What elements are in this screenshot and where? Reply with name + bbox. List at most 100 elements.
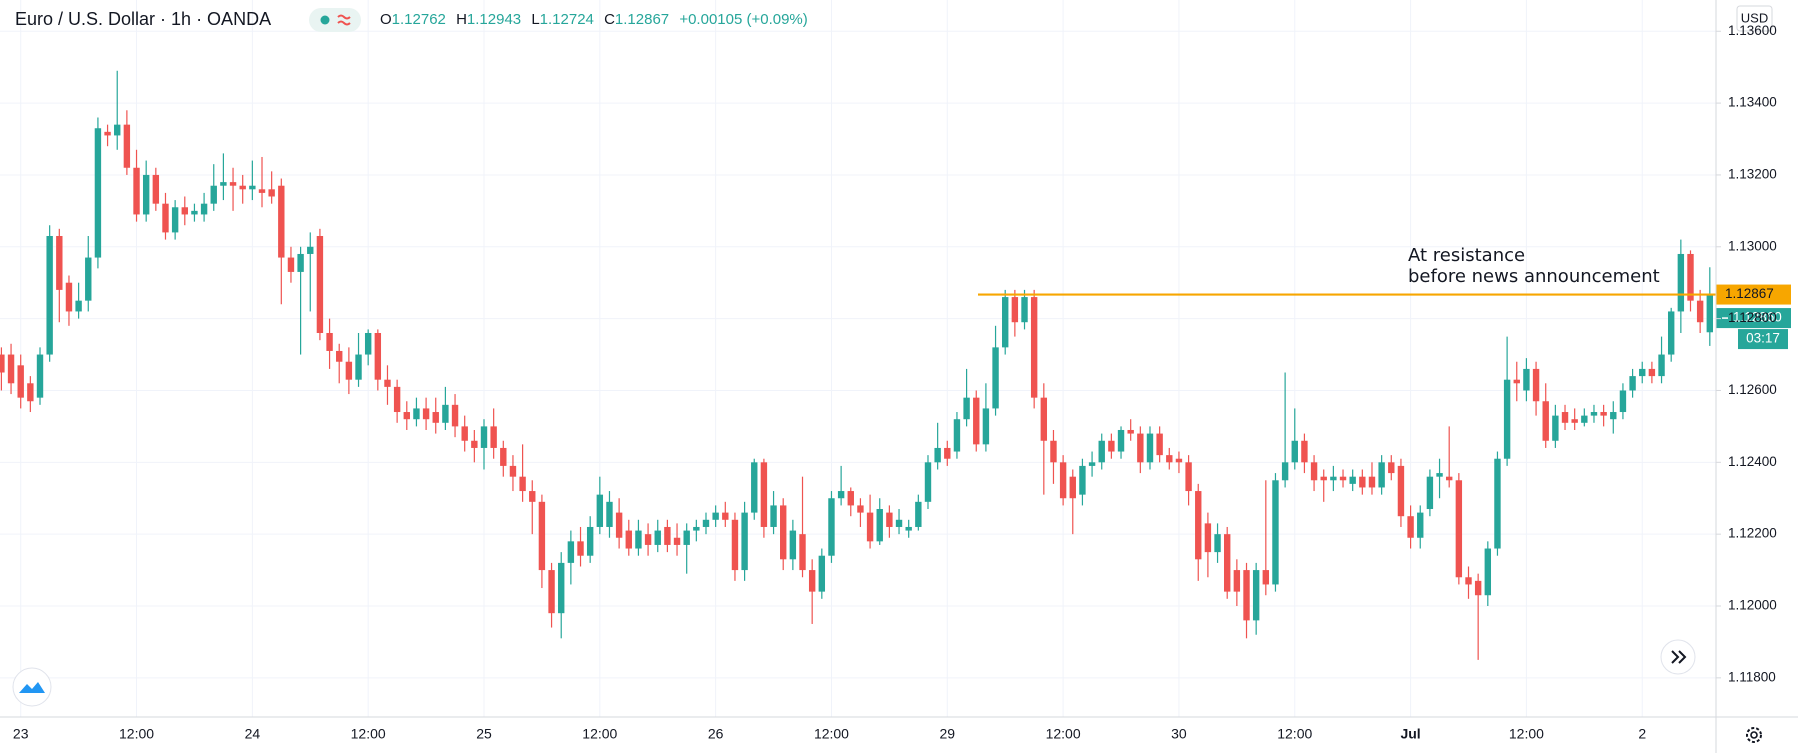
ohlc-value: 1.12943	[467, 11, 521, 28]
ohlc-label: H	[456, 11, 467, 28]
candle-body	[693, 526, 700, 531]
candle-body	[808, 570, 816, 592]
tradingview-logo[interactable]	[12, 667, 52, 707]
candle-body	[500, 447, 507, 466]
candle-body	[1214, 534, 1221, 553]
candle-body	[1494, 458, 1501, 549]
y-tick-label: 1.13000	[1728, 238, 1777, 253]
candle-body	[1079, 465, 1086, 495]
countdown-label: 03:17	[1746, 331, 1780, 346]
candle-body	[789, 530, 797, 560]
candle-body	[1204, 523, 1212, 553]
candle-body	[191, 210, 198, 215]
currency-label: USD	[1741, 10, 1768, 25]
candle-body	[1117, 429, 1125, 452]
gear-outer	[1746, 727, 1762, 743]
candle-body	[181, 207, 188, 215]
hline-price-tag	[1716, 284, 1791, 305]
candle-body	[1455, 480, 1463, 578]
candle-body	[1397, 465, 1405, 517]
candle-body	[1446, 476, 1453, 481]
last-price-tag	[1716, 308, 1791, 329]
y-tick-label: 1.12800	[1728, 310, 1777, 325]
candle-body	[422, 408, 430, 420]
candle-body	[461, 426, 468, 441]
candle-body	[654, 530, 661, 545]
candle-body	[741, 512, 748, 571]
x-tick-label: 23	[13, 726, 29, 742]
candle-body	[133, 167, 140, 215]
candle-body	[818, 555, 826, 592]
y-tick-label: 1.12000	[1728, 598, 1777, 613]
candle-body	[287, 257, 295, 272]
candle-body	[712, 512, 719, 520]
candle-body	[664, 526, 671, 545]
countdown-tag	[1738, 329, 1788, 350]
candle-body	[307, 246, 314, 254]
candle-body	[731, 519, 739, 571]
status-pill	[309, 8, 361, 32]
y-tick-label: 1.13200	[1728, 167, 1777, 182]
candle-body	[336, 350, 343, 362]
candle-body	[953, 419, 961, 452]
candle-body	[915, 501, 922, 527]
candle-body	[17, 365, 24, 398]
candle-body	[1648, 368, 1656, 377]
candle-body	[374, 332, 382, 380]
candle-body	[683, 530, 690, 545]
candle-body	[1069, 476, 1076, 499]
candle-body	[1088, 462, 1096, 466]
candle-body	[1619, 390, 1627, 413]
candle-body	[1378, 462, 1385, 488]
candle-body	[471, 440, 478, 448]
candle-body	[1272, 480, 1279, 585]
x-tick-label: 24	[245, 726, 261, 742]
candle-body	[567, 541, 575, 563]
candle-body	[1436, 473, 1443, 477]
gear-inner	[1750, 731, 1758, 739]
candle-body	[722, 512, 729, 520]
candle-body	[558, 562, 565, 614]
candle-body	[258, 189, 266, 193]
candle-body	[200, 203, 208, 215]
candle-body	[1542, 401, 1549, 441]
candle-body	[509, 465, 517, 477]
y-tick-label: 1.13400	[1728, 95, 1777, 110]
candle-body	[1011, 297, 1019, 323]
x-tick-label: 2	[1638, 726, 1646, 742]
settings-button[interactable]	[1746, 727, 1762, 743]
candle-body	[1252, 570, 1260, 621]
scroll-to-realtime-button[interactable]	[1660, 639, 1696, 675]
candle-body	[944, 447, 951, 459]
currency-button[interactable]	[1736, 5, 1773, 32]
candle-body	[1330, 476, 1337, 481]
candle-body	[992, 347, 999, 409]
candle-body	[751, 462, 758, 513]
candle-body	[162, 203, 169, 233]
candle-body	[606, 501, 613, 527]
candle-body	[586, 526, 594, 556]
ohlc-change: +0.00105 (+0.09%)	[679, 11, 807, 28]
candle-body	[1320, 476, 1327, 481]
candle-body	[596, 494, 604, 527]
candle-body	[1166, 455, 1173, 463]
candle-body	[886, 512, 893, 527]
candle-body	[1030, 297, 1038, 398]
candle-body	[1388, 462, 1395, 474]
candle-body	[152, 174, 160, 204]
candle-body	[1687, 253, 1694, 301]
candle-body	[490, 426, 497, 448]
candle-body	[1098, 440, 1105, 463]
candle-body	[1262, 570, 1270, 585]
candle-body	[837, 491, 845, 499]
annotation-text: At resistance	[1408, 245, 1525, 266]
candle-body	[442, 404, 449, 423]
candle-body	[123, 124, 131, 168]
candle-body	[847, 491, 854, 506]
candle-body	[1610, 412, 1617, 420]
candle-body	[615, 512, 623, 538]
candle-body	[1484, 548, 1492, 596]
candle-body	[56, 236, 63, 290]
candle-body	[210, 185, 217, 204]
